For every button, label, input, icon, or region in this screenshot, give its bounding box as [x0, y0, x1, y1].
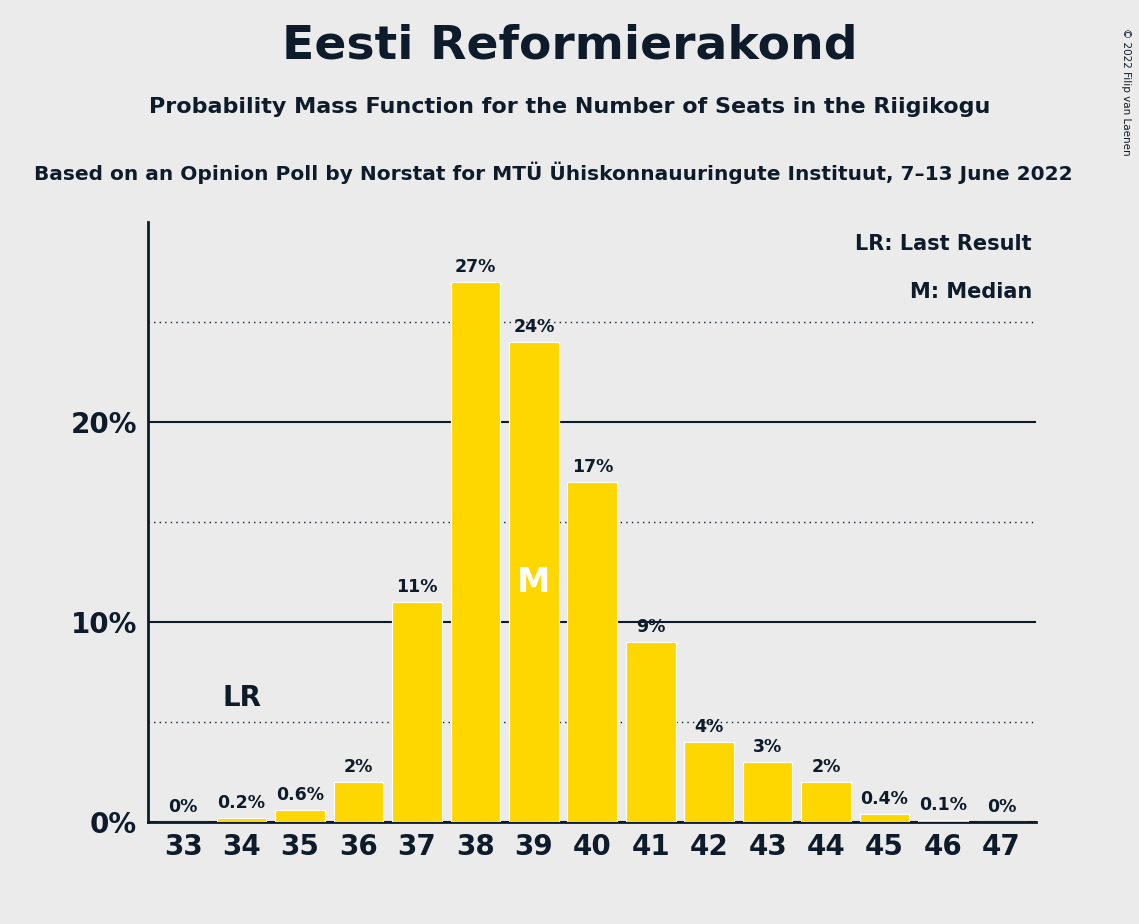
Bar: [451, 282, 500, 822]
Text: LR: Last Result: LR: Last Result: [855, 234, 1032, 254]
Text: 0%: 0%: [986, 798, 1016, 817]
Bar: [392, 602, 442, 822]
Bar: [334, 783, 384, 822]
Text: 24%: 24%: [514, 318, 555, 336]
Text: Based on an Opinion Poll by Norstat for MTÜ Ühiskonnauuringute Instituut, 7–13 J: Based on an Opinion Poll by Norstat for …: [34, 162, 1073, 184]
Text: 11%: 11%: [396, 578, 437, 596]
Text: 2%: 2%: [811, 759, 841, 776]
Bar: [509, 342, 558, 822]
Bar: [626, 642, 675, 822]
Text: 0%: 0%: [169, 798, 198, 817]
Bar: [860, 814, 909, 822]
Text: 9%: 9%: [636, 618, 665, 636]
Text: 17%: 17%: [572, 458, 613, 476]
Bar: [918, 821, 968, 822]
Text: 0.2%: 0.2%: [218, 795, 265, 812]
Text: Probability Mass Function for the Number of Seats in the Riigikogu: Probability Mass Function for the Number…: [149, 97, 990, 117]
Text: M: Median: M: Median: [910, 282, 1032, 302]
Bar: [276, 810, 325, 822]
Text: 4%: 4%: [695, 718, 723, 736]
Text: Eesti Reformierakond: Eesti Reformierakond: [281, 23, 858, 68]
Text: LR: LR: [222, 685, 261, 712]
Text: M: M: [517, 565, 550, 599]
Text: 2%: 2%: [344, 759, 374, 776]
Text: © 2022 Filip van Laenen: © 2022 Filip van Laenen: [1121, 28, 1131, 155]
Bar: [743, 762, 793, 822]
Text: 0.6%: 0.6%: [276, 786, 323, 804]
Text: 27%: 27%: [454, 258, 497, 275]
Text: 0.1%: 0.1%: [919, 796, 967, 814]
Bar: [801, 783, 851, 822]
Bar: [685, 742, 734, 822]
Bar: [216, 819, 267, 822]
Bar: [567, 482, 617, 822]
Text: 0.4%: 0.4%: [861, 790, 909, 808]
Text: 3%: 3%: [753, 738, 782, 756]
